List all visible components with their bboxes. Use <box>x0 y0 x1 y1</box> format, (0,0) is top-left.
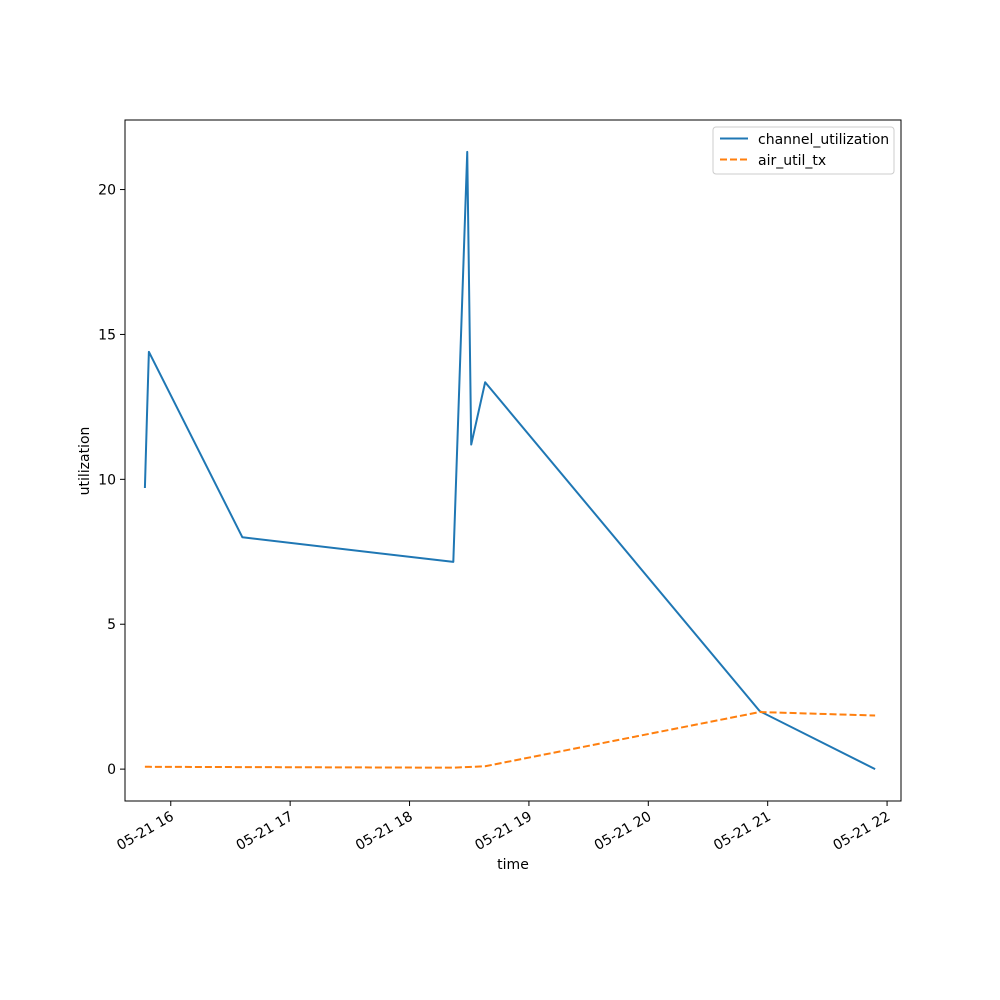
y-tick-label: 10 <box>98 472 116 488</box>
plot-frame <box>124 119 902 802</box>
y-tick-label: 0 <box>107 762 116 778</box>
y-axis: 0 5 10 15 20 <box>98 183 125 778</box>
legend-box <box>712 126 895 175</box>
series-line-channel-utilization <box>143 150 876 771</box>
legend-label-channel-utilization: channel_utilization <box>758 132 889 148</box>
y-axis-label: utilization <box>77 427 93 496</box>
x-axis-label: time <box>497 857 529 873</box>
legend-label-air-util-tx: air_util_tx <box>758 153 826 169</box>
y-tick-label: 15 <box>98 327 116 343</box>
series-layer <box>143 150 876 771</box>
y-tick-label: 5 <box>107 617 116 633</box>
legend: channel_utilization air_util_tx <box>712 126 895 175</box>
y-tick-label: 20 <box>98 183 116 199</box>
series-line-air-util-tx <box>144 711 876 769</box>
